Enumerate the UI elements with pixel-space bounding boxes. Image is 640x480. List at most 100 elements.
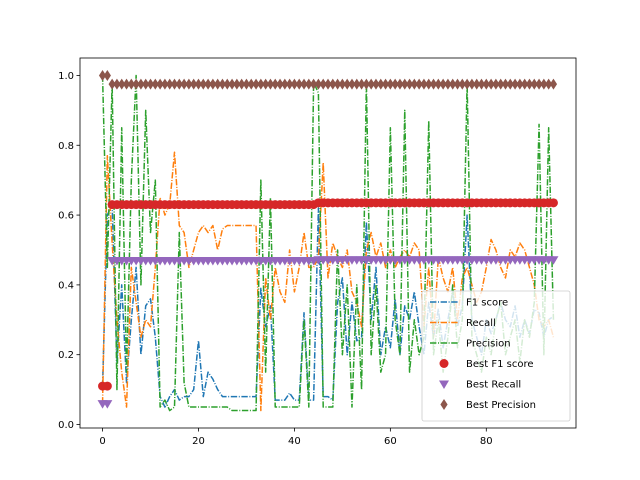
y-tick-label: 0.6 — [58, 211, 74, 222]
data-point — [540, 78, 548, 90]
data-point — [482, 78, 490, 90]
data-point — [401, 78, 409, 90]
data-point — [506, 78, 514, 90]
legend-item: Precision — [430, 339, 511, 350]
data-point — [166, 78, 174, 90]
data-point — [238, 78, 246, 90]
legend-item: Best Precision — [440, 399, 536, 411]
data-point — [410, 78, 418, 90]
data-point — [242, 78, 251, 90]
data-point — [190, 78, 198, 90]
data-point — [357, 78, 366, 90]
data-point — [511, 78, 519, 90]
data-point — [535, 78, 543, 90]
data-point — [286, 78, 294, 90]
data-point — [266, 78, 275, 90]
data-point — [348, 78, 356, 90]
series-markers-best-recall — [97, 256, 559, 409]
legend-box — [421, 290, 571, 422]
data-point — [405, 78, 414, 90]
data-point — [473, 78, 481, 90]
data-point — [468, 78, 476, 90]
y-tick-label: 1.0 — [58, 71, 74, 82]
data-point — [98, 69, 107, 81]
data-point — [319, 78, 327, 90]
data-point — [324, 78, 332, 90]
legend-item: F1 score — [430, 298, 508, 309]
data-point — [204, 78, 212, 90]
data-point — [102, 400, 113, 409]
data-point — [156, 78, 164, 90]
data-point — [549, 78, 558, 90]
data-point — [434, 78, 442, 90]
y-tick-label: 0.8 — [58, 141, 74, 152]
data-point — [276, 78, 284, 90]
data-point — [118, 78, 126, 90]
data-point — [223, 78, 231, 90]
data-point — [310, 78, 318, 90]
data-point — [161, 78, 169, 90]
data-point — [372, 78, 380, 90]
data-point — [295, 78, 303, 90]
data-point — [252, 78, 260, 90]
data-point — [113, 78, 121, 90]
data-point — [444, 78, 452, 90]
series-layer — [97, 69, 559, 412]
data-point — [137, 78, 145, 90]
data-point — [453, 78, 462, 90]
data-point — [132, 78, 140, 90]
data-point — [548, 256, 559, 265]
data-point — [545, 78, 553, 90]
data-point — [175, 78, 183, 90]
data-point — [305, 78, 313, 90]
data-point — [233, 78, 241, 90]
y-axis: 0.0 0.2 0.4 0.6 0.8 1.0 — [58, 71, 80, 431]
data-point — [329, 78, 337, 90]
data-point — [548, 198, 558, 208]
data-point — [127, 78, 135, 90]
data-point — [492, 78, 500, 90]
data-point — [458, 78, 466, 90]
data-point — [338, 78, 346, 90]
data-point — [103, 69, 111, 81]
data-point — [262, 78, 270, 90]
data-point — [194, 78, 203, 90]
data-point — [353, 78, 361, 90]
data-point — [362, 78, 370, 90]
legend-label: Precision — [466, 339, 511, 350]
x-tick-label: 60 — [384, 436, 397, 447]
y-tick-label: 0.4 — [58, 280, 74, 291]
data-point — [449, 78, 457, 90]
data-point — [281, 78, 289, 90]
data-point — [377, 78, 385, 90]
data-point — [425, 78, 433, 90]
legend-item: Recall — [430, 318, 496, 329]
data-point — [102, 381, 112, 391]
data-point — [108, 78, 116, 90]
data-point — [343, 78, 351, 90]
data-point — [151, 78, 159, 90]
x-tick-label: 40 — [288, 436, 301, 447]
y-tick-label: 0.0 — [58, 420, 74, 431]
legend-label: F1 score — [466, 298, 508, 309]
series-markers-best-f1-score — [98, 198, 558, 391]
legend-item: Best F1 score — [439, 359, 534, 370]
data-point — [209, 78, 217, 90]
legend-swatch — [439, 380, 449, 389]
data-point — [396, 78, 404, 90]
data-point — [247, 78, 255, 90]
x-axis: 0 20 40 60 80 — [99, 428, 493, 447]
data-point — [146, 78, 155, 90]
legend-item: Best Recall — [439, 380, 521, 391]
data-point — [228, 78, 236, 90]
data-point — [142, 78, 150, 90]
data-point — [185, 78, 193, 90]
data-point — [497, 78, 505, 90]
x-tick-label: 0 — [99, 436, 105, 447]
x-tick-label: 20 — [192, 436, 205, 447]
data-point — [521, 78, 529, 90]
legend-label: Best Recall — [466, 380, 521, 391]
data-point — [257, 78, 265, 90]
